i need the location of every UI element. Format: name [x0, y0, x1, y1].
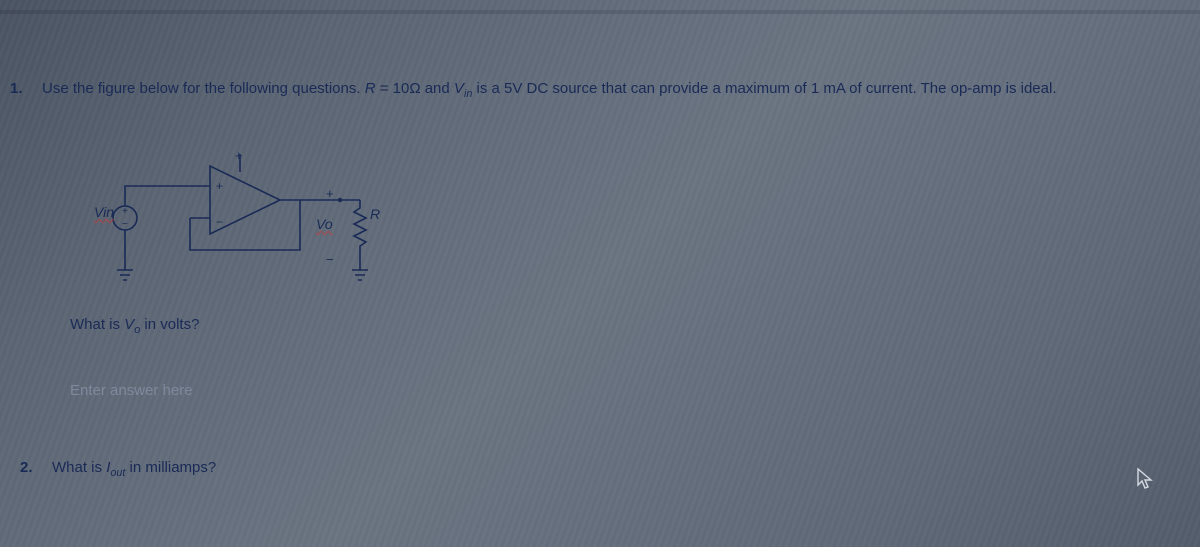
label-r: R — [370, 206, 380, 222]
q1-prefix: Use the figure below for the following q… — [42, 80, 365, 97]
question-1-text: Use the figure below for the following q… — [42, 80, 1057, 100]
question-2-number: 2. — [20, 459, 38, 476]
q1-vin-sym: V — [454, 80, 464, 97]
circuit-figure: Vin Vo R + + − + − + − — [70, 130, 430, 290]
question-1-number: 1. — [10, 80, 28, 97]
question-2: 2. What is Iout in milliamps? — [20, 459, 1190, 479]
ground-r-icon — [352, 270, 368, 280]
q2-prefix: What is — [52, 459, 106, 476]
q1-R: R — [365, 80, 376, 97]
answer-input[interactable]: Enter answer here — [70, 382, 1190, 399]
vin-plus-icon: + — [122, 206, 128, 217]
label-vin: Vin — [94, 204, 114, 220]
opamp-plus-in-icon: + — [216, 179, 223, 193]
opamp-minus-in-icon: − — [216, 215, 223, 229]
page-content: 1. Use the figure below for the followin… — [0, 0, 1200, 499]
wire-vin-to-plus — [125, 186, 210, 206]
q1-eq: = — [376, 80, 393, 97]
cursor-icon — [1136, 467, 1154, 491]
subq-suffix: in volts? — [140, 316, 199, 333]
vo-plus-icon: + — [326, 186, 334, 201]
ground-vin-icon — [117, 270, 133, 280]
q1-rhs: 10Ω — [393, 80, 421, 97]
q1-tail: is a 5V DC source that can provide a max… — [472, 80, 1056, 97]
question-1: 1. Use the figure below for the followin… — [10, 80, 1190, 100]
question-1-subq: What is Vo in volts? — [70, 316, 1190, 336]
q1-mid: and — [421, 80, 454, 97]
wire-feedback — [190, 200, 300, 250]
q2-i-sub: out — [110, 467, 125, 479]
label-vo: Vo — [316, 216, 333, 232]
subq-prefix: What is — [70, 316, 124, 333]
question-2-text: What is Iout in milliamps? — [52, 459, 216, 479]
subq-v-sym: V — [124, 316, 134, 333]
vin-minus-icon: − — [122, 219, 128, 230]
opamp-vplus-icon: + — [235, 148, 243, 163]
q2-suffix: in milliamps? — [125, 459, 216, 476]
vo-minus-icon: − — [326, 252, 334, 267]
resistor-r-icon — [354, 200, 366, 270]
